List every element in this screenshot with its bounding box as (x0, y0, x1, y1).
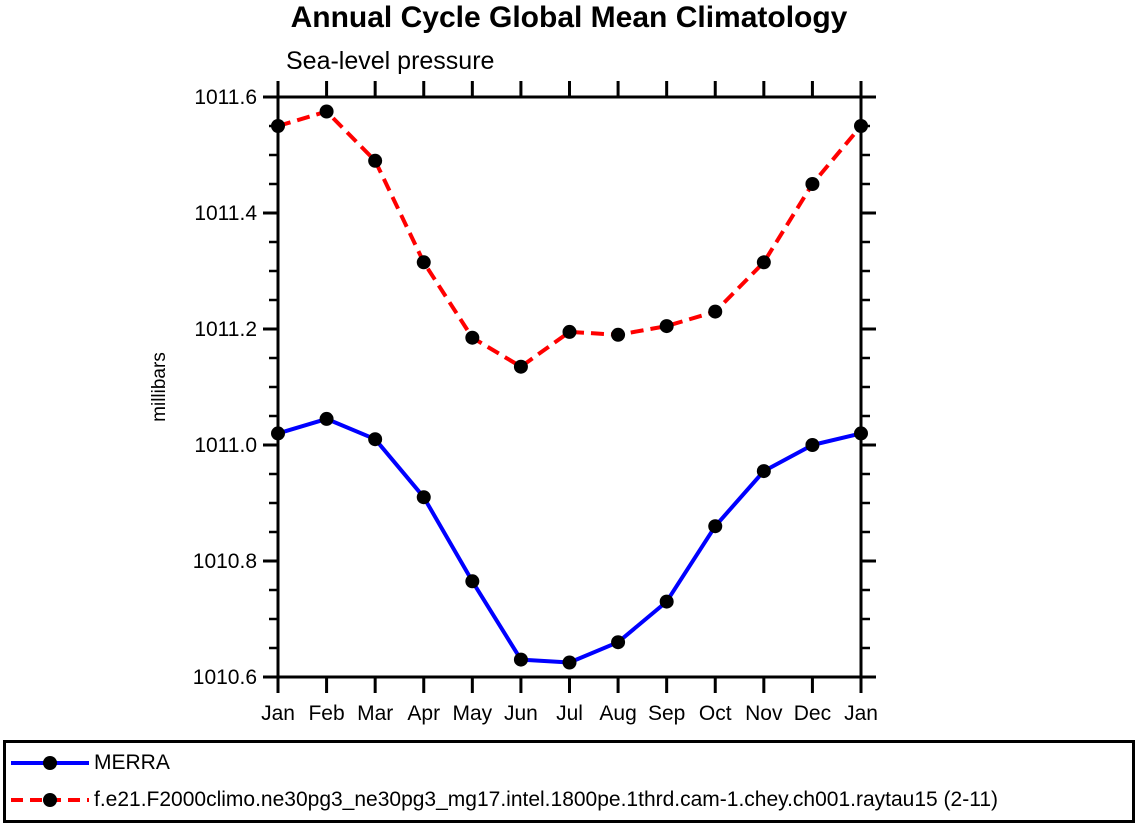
data-point-marker (708, 519, 723, 534)
legend-item-model-run: f.e21.F2000climo.ne30pg3_ne30pg3_mg17.in… (6, 784, 1132, 816)
legend-label-merra: MERRA (94, 751, 170, 775)
data-point-marker (368, 153, 383, 168)
y-tick-label: 1010.6 (193, 666, 257, 689)
x-tick-label: Apr (407, 702, 440, 725)
data-point-marker (611, 327, 626, 342)
data-point-marker (271, 119, 285, 133)
x-tick-label: May (452, 702, 492, 725)
x-tick-label: Dec (794, 702, 831, 725)
x-tick-label: Oct (699, 702, 732, 725)
data-point-marker (465, 330, 480, 345)
x-tick-label: Aug (599, 702, 636, 725)
chart-subtitle: Sea-level pressure (286, 47, 495, 75)
legend-label-model-run: f.e21.F2000climo.ne30pg3_ne30pg3_mg17.in… (94, 787, 999, 811)
data-point-marker (659, 319, 674, 334)
data-point-marker (854, 426, 868, 441)
y-tick-label: 1011.2 (194, 318, 257, 341)
y-tick-label: 1011.4 (194, 202, 257, 225)
x-tick-label: Sep (648, 702, 685, 725)
series-line-0 (277, 416, 862, 665)
data-point-marker (805, 438, 820, 452)
data-point-marker (271, 426, 285, 441)
plot-frame (276, 95, 863, 679)
data-point-marker (416, 255, 431, 270)
x-tick-label: Nov (745, 702, 783, 725)
data-point-marker (513, 652, 528, 667)
x-tick-label: Jan (261, 702, 295, 725)
data-point-marker (416, 490, 431, 505)
data-point-marker (611, 635, 626, 650)
data-point-marker (708, 304, 723, 319)
data-point-marker (562, 324, 577, 339)
data-point-marker (319, 104, 334, 119)
x-tick-label: Mar (357, 702, 393, 725)
x-tick-label: Jun (504, 702, 538, 725)
legend-item-merra: MERRA (6, 747, 1132, 779)
data-point-marker (513, 359, 528, 374)
legend-marker (43, 792, 57, 807)
data-point-marker (465, 574, 480, 589)
legend-line-sample-merra (11, 756, 89, 771)
x-tick-label: Jul (556, 702, 583, 725)
y-tick-label: 1010.8 (193, 550, 257, 573)
data-point-marker (756, 464, 771, 479)
x-tick-label: Jan (844, 702, 878, 725)
legend-marker (43, 756, 57, 771)
data-point-marker (562, 655, 577, 670)
y-tick-label: 1011.6 (194, 86, 257, 109)
legend-box: MERRA f.e21.F2000climo.ne30pg3_ne30pg3_m… (3, 740, 1135, 823)
x-tick-label: Feb (308, 702, 344, 725)
data-point-marker (659, 594, 674, 609)
data-point-marker (854, 119, 868, 133)
data-point-marker (805, 177, 820, 191)
legend-line-sample-model-run (11, 792, 89, 807)
line-plot: Jan Feb Mar Apr May Jun Jul Aug Sep Oct Nov Dec Jan1… (193, 81, 878, 725)
chart-title: Annual Cycle Global Mean Climatology (290, 1, 848, 34)
data-point-marker (319, 411, 334, 426)
data-point-marker (368, 432, 383, 447)
y-tick-label: 1011.0 (194, 434, 257, 457)
data-point-marker (756, 255, 771, 270)
